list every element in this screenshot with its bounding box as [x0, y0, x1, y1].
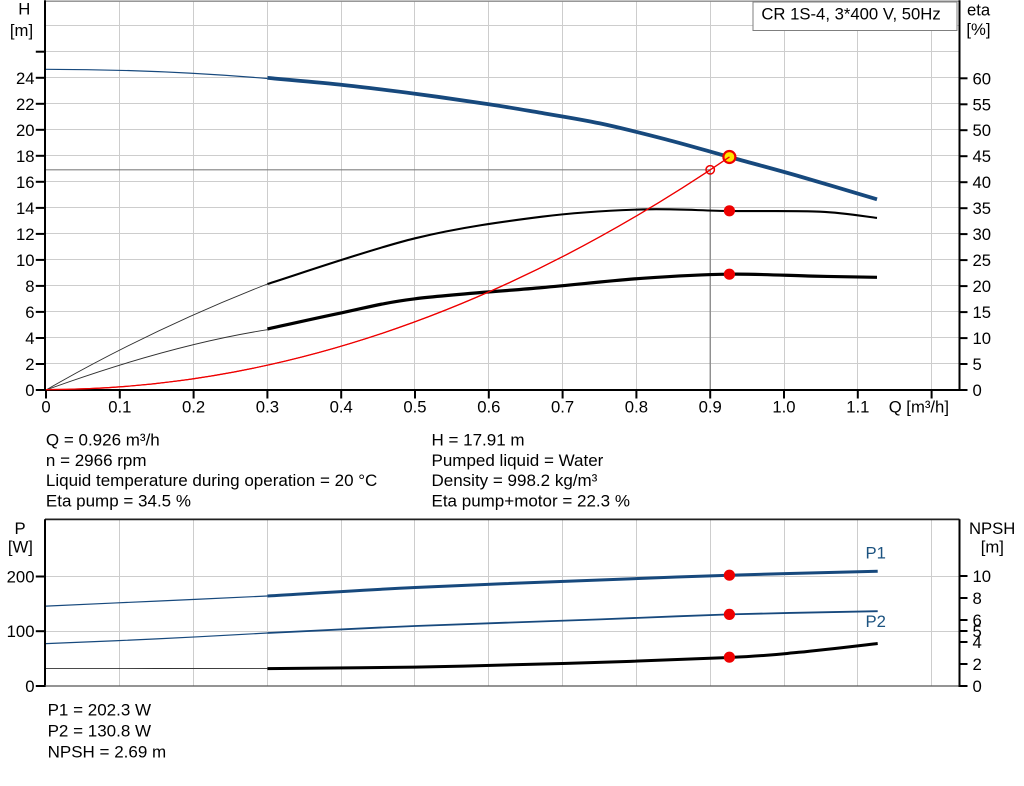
svg-text:Density = 998.2 kg/m³: Density = 998.2 kg/m³ — [432, 471, 598, 490]
svg-text:0.1: 0.1 — [108, 398, 131, 417]
svg-text:10: 10 — [16, 251, 35, 270]
svg-text:Q [m³/h]: Q [m³/h] — [889, 398, 949, 417]
svg-text:5: 5 — [973, 622, 982, 641]
svg-text:[%]: [%] — [966, 20, 990, 39]
svg-text:8: 8 — [973, 589, 982, 608]
svg-text:6: 6 — [25, 303, 34, 322]
svg-text:P: P — [15, 519, 26, 538]
svg-text:2: 2 — [25, 355, 34, 374]
svg-text:60: 60 — [973, 69, 992, 88]
svg-text:8: 8 — [25, 277, 34, 296]
svg-text:20: 20 — [16, 121, 35, 140]
svg-text:n = 2966 rpm: n = 2966 rpm — [46, 451, 147, 470]
svg-text:0.8: 0.8 — [625, 398, 648, 417]
svg-text:P2 = 130.8 W: P2 = 130.8 W — [48, 722, 151, 741]
svg-text:5: 5 — [973, 355, 982, 374]
svg-text:10: 10 — [973, 567, 992, 586]
svg-text:1.1: 1.1 — [846, 398, 869, 417]
svg-text:Liquid temperature during oper: Liquid temperature during operation = 20… — [46, 471, 377, 490]
svg-text:0.5: 0.5 — [403, 398, 426, 417]
svg-text:1.0: 1.0 — [772, 398, 795, 417]
svg-text:Eta pump = 34.5 %: Eta pump = 34.5 % — [46, 491, 191, 510]
svg-text:0.6: 0.6 — [477, 398, 500, 417]
svg-text:H: H — [18, 0, 30, 19]
svg-text:P1: P1 — [866, 544, 886, 563]
svg-text:[W]: [W] — [8, 538, 33, 557]
svg-text:0: 0 — [25, 381, 34, 400]
svg-text:0.9: 0.9 — [699, 398, 722, 417]
svg-text:24: 24 — [16, 69, 35, 88]
svg-text:40: 40 — [973, 173, 992, 192]
svg-text:0.3: 0.3 — [256, 398, 279, 417]
svg-text:14: 14 — [16, 199, 35, 218]
svg-text:55: 55 — [973, 95, 992, 114]
svg-text:30: 30 — [973, 225, 992, 244]
svg-text:0.7: 0.7 — [551, 398, 574, 417]
svg-text:P1 = 202.3 W: P1 = 202.3 W — [48, 701, 151, 720]
svg-text:0: 0 — [973, 381, 982, 400]
svg-text:NPSH: NPSH — [969, 519, 1015, 538]
svg-text:0: 0 — [973, 677, 982, 696]
svg-text:Pumped liquid = Water: Pumped liquid = Water — [432, 451, 604, 470]
svg-text:45: 45 — [973, 147, 992, 166]
svg-text:18: 18 — [16, 147, 35, 166]
svg-text:H = 17.91 m: H = 17.91 m — [432, 431, 525, 450]
svg-text:0: 0 — [41, 398, 50, 417]
svg-text:12: 12 — [16, 225, 35, 244]
svg-text:CR 1S-4, 3*400 V, 50Hz: CR 1S-4, 3*400 V, 50Hz — [761, 5, 940, 24]
svg-text:Q = 0.926 m³/h: Q = 0.926 m³/h — [46, 431, 160, 450]
svg-text:25: 25 — [973, 251, 992, 270]
svg-text:22: 22 — [16, 95, 35, 114]
svg-text:16: 16 — [16, 173, 35, 192]
svg-text:15: 15 — [973, 303, 992, 322]
svg-text:NPSH = 2.69 m: NPSH = 2.69 m — [48, 743, 167, 762]
svg-text:4: 4 — [973, 633, 982, 652]
svg-text:[m]: [m] — [981, 538, 1004, 557]
svg-text:Eta pump+motor = 22.3 %: Eta pump+motor = 22.3 % — [432, 491, 630, 510]
svg-text:0.4: 0.4 — [330, 398, 353, 417]
svg-text:[m]: [m] — [10, 21, 33, 40]
svg-text:10: 10 — [973, 329, 992, 348]
svg-text:6: 6 — [973, 611, 982, 630]
svg-text:P2: P2 — [866, 612, 886, 631]
svg-text:50: 50 — [973, 121, 992, 140]
svg-text:35: 35 — [973, 199, 992, 218]
svg-text:2: 2 — [973, 655, 982, 674]
svg-text:200: 200 — [7, 568, 35, 587]
svg-text:4: 4 — [25, 329, 34, 348]
svg-text:0.2: 0.2 — [182, 398, 205, 417]
svg-text:100: 100 — [7, 622, 35, 641]
svg-text:0: 0 — [25, 677, 34, 696]
svg-text:20: 20 — [973, 277, 992, 296]
svg-text:eta: eta — [967, 1, 991, 20]
